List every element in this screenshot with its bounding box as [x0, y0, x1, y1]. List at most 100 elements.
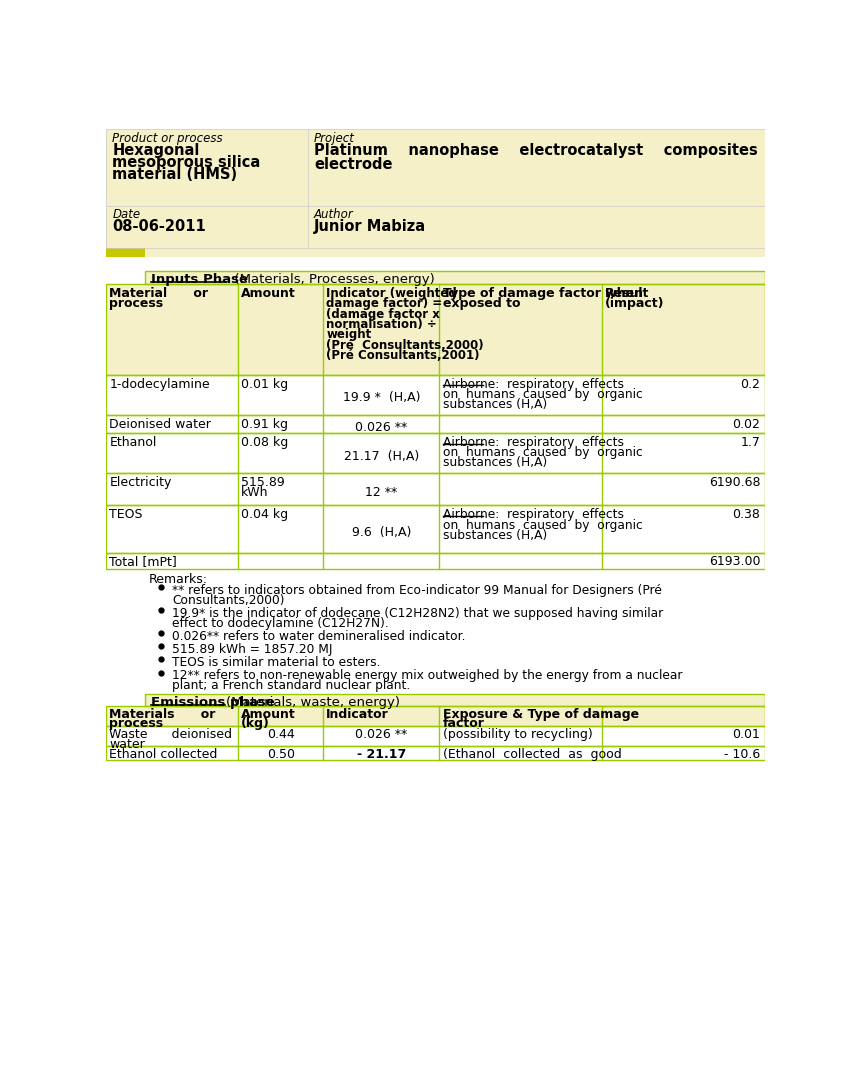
- Bar: [145, 272, 765, 284]
- Text: effect to dodecylamine (C12H27N).: effect to dodecylamine (C12H27N).: [172, 618, 388, 630]
- Bar: [106, 726, 765, 746]
- Text: (damage factor x: (damage factor x: [326, 307, 440, 320]
- Text: Amount: Amount: [241, 708, 296, 721]
- Text: on  humans  caused  by  organic: on humans caused by organic: [443, 519, 643, 532]
- Text: Junior Mabiza: Junior Mabiza: [314, 219, 426, 234]
- Bar: [145, 272, 765, 284]
- Text: plant; a French standard nuclear plant.: plant; a French standard nuclear plant.: [172, 680, 411, 693]
- Text: Consultants,2000): Consultants,2000): [172, 594, 285, 607]
- Text: TEOS is similar material to esters.: TEOS is similar material to esters.: [172, 656, 381, 669]
- Text: Type of damage factor when: Type of damage factor when: [443, 287, 643, 300]
- Text: 6190.68: 6190.68: [709, 476, 761, 489]
- Text: damage factor) =: damage factor) =: [326, 297, 443, 310]
- Text: 1.7: 1.7: [740, 436, 761, 449]
- Text: TEOS: TEOS: [110, 508, 143, 522]
- Bar: [106, 553, 765, 568]
- Text: 0.91 kg: 0.91 kg: [241, 418, 288, 431]
- Text: Result: Result: [605, 287, 649, 300]
- Text: mesoporous silica: mesoporous silica: [112, 155, 261, 170]
- Bar: [145, 694, 765, 707]
- Text: Airborne:  respiratory  effects: Airborne: respiratory effects: [443, 436, 624, 449]
- Bar: [106, 746, 765, 760]
- Text: Deionised water: Deionised water: [110, 418, 211, 431]
- Text: Remarks:: Remarks:: [149, 574, 208, 586]
- Bar: [106, 129, 765, 248]
- Text: Amount: Amount: [241, 287, 296, 300]
- Text: 0.2: 0.2: [740, 378, 761, 391]
- Text: electrode: electrode: [314, 157, 393, 172]
- Text: substances (H,A): substances (H,A): [443, 528, 547, 541]
- Text: - 10.6: - 10.6: [724, 748, 761, 761]
- Bar: [145, 248, 765, 258]
- Text: (impact): (impact): [605, 296, 665, 309]
- Bar: [106, 746, 765, 760]
- Text: Ethanol: Ethanol: [110, 436, 156, 449]
- Text: 0.026** refers to water demineralised indicator.: 0.026** refers to water demineralised in…: [172, 630, 466, 643]
- Text: (Ethanol  collected  as  good: (Ethanol collected as good: [443, 748, 621, 761]
- Bar: [145, 694, 765, 707]
- Bar: [106, 284, 765, 375]
- Bar: [106, 375, 765, 415]
- Text: 12** refers to non-renewable energy mix outweighed by the energy from a nuclear: 12** refers to non-renewable energy mix …: [172, 669, 683, 682]
- Text: normalisation) ÷: normalisation) ÷: [326, 318, 437, 331]
- Bar: [106, 553, 765, 568]
- Text: Waste      deionised: Waste deionised: [110, 728, 232, 741]
- Text: Ethanol collected: Ethanol collected: [110, 748, 218, 761]
- Text: weight: weight: [326, 329, 371, 342]
- Text: (Pré Consultants,2001): (Pré Consultants,2001): [326, 349, 480, 362]
- Text: 9.6  (H,A): 9.6 (H,A): [352, 526, 411, 539]
- Text: 0.02: 0.02: [733, 418, 761, 431]
- Bar: [106, 248, 145, 258]
- Text: (Pré  Consultants,2000): (Pré Consultants,2000): [326, 338, 484, 351]
- Bar: [106, 473, 765, 506]
- Text: Airborne:  respiratory  effects: Airborne: respiratory effects: [443, 508, 624, 522]
- Text: 0.50: 0.50: [267, 748, 295, 761]
- Bar: [106, 473, 765, 506]
- Text: 19.9* is the indicator of dodecane (C12H28N2) that we supposed having similar: 19.9* is the indicator of dodecane (C12H…: [172, 607, 663, 620]
- Text: process: process: [110, 296, 163, 309]
- Text: Materials      or: Materials or: [110, 708, 216, 721]
- Text: 0.026 **: 0.026 **: [355, 421, 407, 434]
- Text: 12 **: 12 **: [366, 487, 398, 499]
- Text: 19.9 *  (H,A): 19.9 * (H,A): [343, 391, 420, 405]
- Text: substances (H,A): substances (H,A): [443, 456, 547, 469]
- Text: Indicator: Indicator: [326, 708, 389, 721]
- Text: - 21.17: - 21.17: [357, 748, 406, 761]
- Text: (Materials, waste, energy): (Materials, waste, energy): [226, 696, 400, 709]
- Text: kWh: kWh: [241, 487, 269, 499]
- Text: material (HMS): material (HMS): [112, 168, 237, 183]
- Text: factor: factor: [443, 717, 484, 730]
- Text: 0.01 kg: 0.01 kg: [241, 378, 288, 391]
- Text: water: water: [110, 738, 145, 751]
- Text: 0.026 **: 0.026 **: [355, 728, 407, 741]
- Bar: [106, 506, 765, 553]
- Text: Electricity: Electricity: [110, 476, 172, 489]
- Text: Inputs Phase: Inputs Phase: [151, 273, 248, 286]
- Text: Exposure & Type of damage: Exposure & Type of damage: [443, 708, 638, 721]
- Text: 6193.00: 6193.00: [709, 555, 761, 568]
- Text: 515.89: 515.89: [241, 476, 285, 489]
- Bar: [106, 375, 765, 415]
- Text: on  humans  caused  by  organic: on humans caused by organic: [443, 388, 643, 401]
- Text: (Materials, Processes, energy): (Materials, Processes, energy): [226, 273, 435, 286]
- Text: Total [mPt]: Total [mPt]: [110, 555, 177, 568]
- Text: 0.08 kg: 0.08 kg: [241, 436, 288, 449]
- Text: Product or process: Product or process: [112, 132, 223, 145]
- Bar: [106, 284, 765, 375]
- Text: ** refers to indicators obtained from Eco-indicator 99 Manual for Designers (Pré: ** refers to indicators obtained from Ec…: [172, 584, 662, 597]
- Bar: [106, 415, 765, 433]
- Bar: [106, 129, 765, 248]
- Bar: [106, 707, 765, 726]
- Text: Hexagonal: Hexagonal: [112, 143, 200, 158]
- Text: on  humans  caused  by  organic: on humans caused by organic: [443, 446, 643, 459]
- Bar: [106, 726, 765, 746]
- Text: 0.04 kg: 0.04 kg: [241, 508, 288, 522]
- Text: Project: Project: [314, 132, 354, 145]
- Text: (kg): (kg): [241, 717, 270, 730]
- Text: process: process: [110, 717, 163, 730]
- Text: Author: Author: [314, 208, 354, 221]
- Text: substances (H,A): substances (H,A): [443, 397, 547, 410]
- Text: 0.01: 0.01: [733, 728, 761, 741]
- Bar: [106, 415, 765, 433]
- Text: 0.44: 0.44: [267, 728, 294, 741]
